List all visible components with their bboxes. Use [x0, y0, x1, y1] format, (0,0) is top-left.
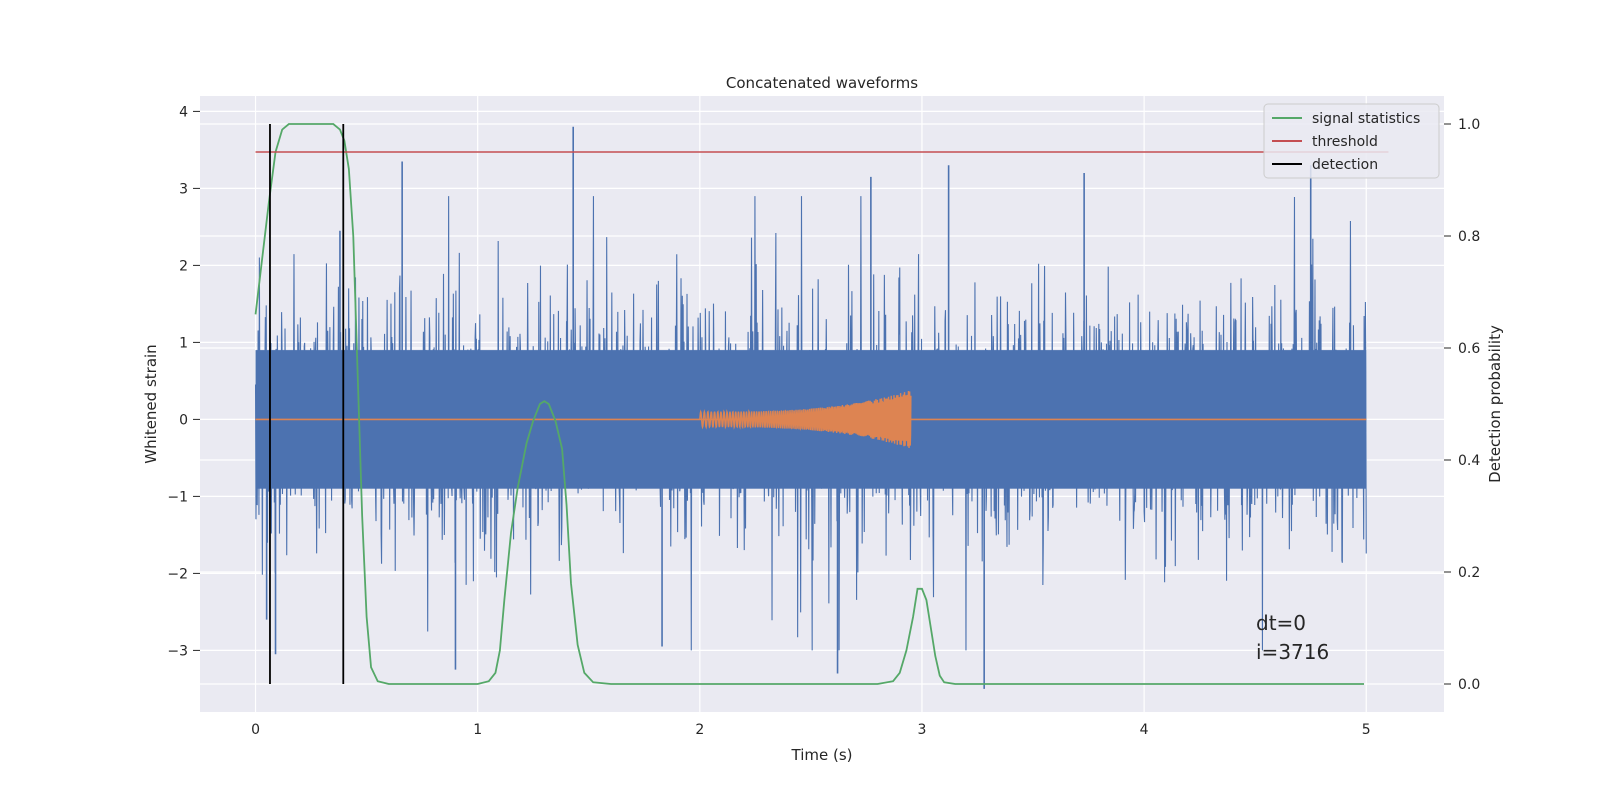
axis-ticks: 0 1 2 3 4 5 −3 −2 −1 0 1 2 3 4 0.0 0.2 0.4 0.6 0.8 1.0 [167, 104, 1480, 738]
legend-label: signal statistics [1312, 111, 1420, 127]
y-axis-label: Whitened strain [142, 344, 160, 463]
y2-tick-label: 0.6 [1458, 341, 1480, 357]
y2-tick-label: 0.2 [1458, 565, 1480, 581]
x-tick-label: 1 [473, 722, 482, 738]
x-axis-label: Time (s) [791, 746, 853, 764]
y-tick-label: 4 [179, 104, 188, 120]
injected-chirp [699, 391, 912, 449]
chart-title: Concatenated waveforms [726, 74, 918, 92]
y-tick-label: 2 [179, 258, 188, 274]
legend: signal statistics threshold detection [1263, 103, 1440, 179]
y-tick-label: 1 [179, 335, 188, 351]
x-tick-label: 4 [1140, 722, 1149, 738]
y-tick-label: 3 [179, 181, 188, 197]
y2-tick-label: 0.8 [1458, 229, 1480, 245]
y2-tick-label: 1.0 [1458, 117, 1480, 133]
y-tick-label: −1 [167, 489, 188, 505]
annotation-index: i=3716 [1256, 640, 1329, 664]
y-tick-label: −2 [167, 566, 188, 582]
y2-tick-label: 0.0 [1458, 677, 1480, 693]
series [254, 123, 1389, 689]
x-tick-label: 3 [918, 722, 927, 738]
annotation-dt: dt=0 [1256, 611, 1306, 635]
x-tick-label: 2 [695, 722, 704, 738]
legend-label: threshold [1312, 134, 1378, 150]
x-tick-label: 5 [1362, 722, 1371, 738]
y2-tick-label: 0.4 [1458, 453, 1480, 469]
legend-box [1263, 103, 1440, 179]
y-tick-label: 0 [179, 412, 188, 428]
y2-axis-label: Detection probability [1486, 325, 1504, 483]
y-tick-label: −3 [167, 643, 188, 659]
legend-label: detection [1312, 157, 1378, 173]
x-tick-label: 0 [251, 722, 260, 738]
